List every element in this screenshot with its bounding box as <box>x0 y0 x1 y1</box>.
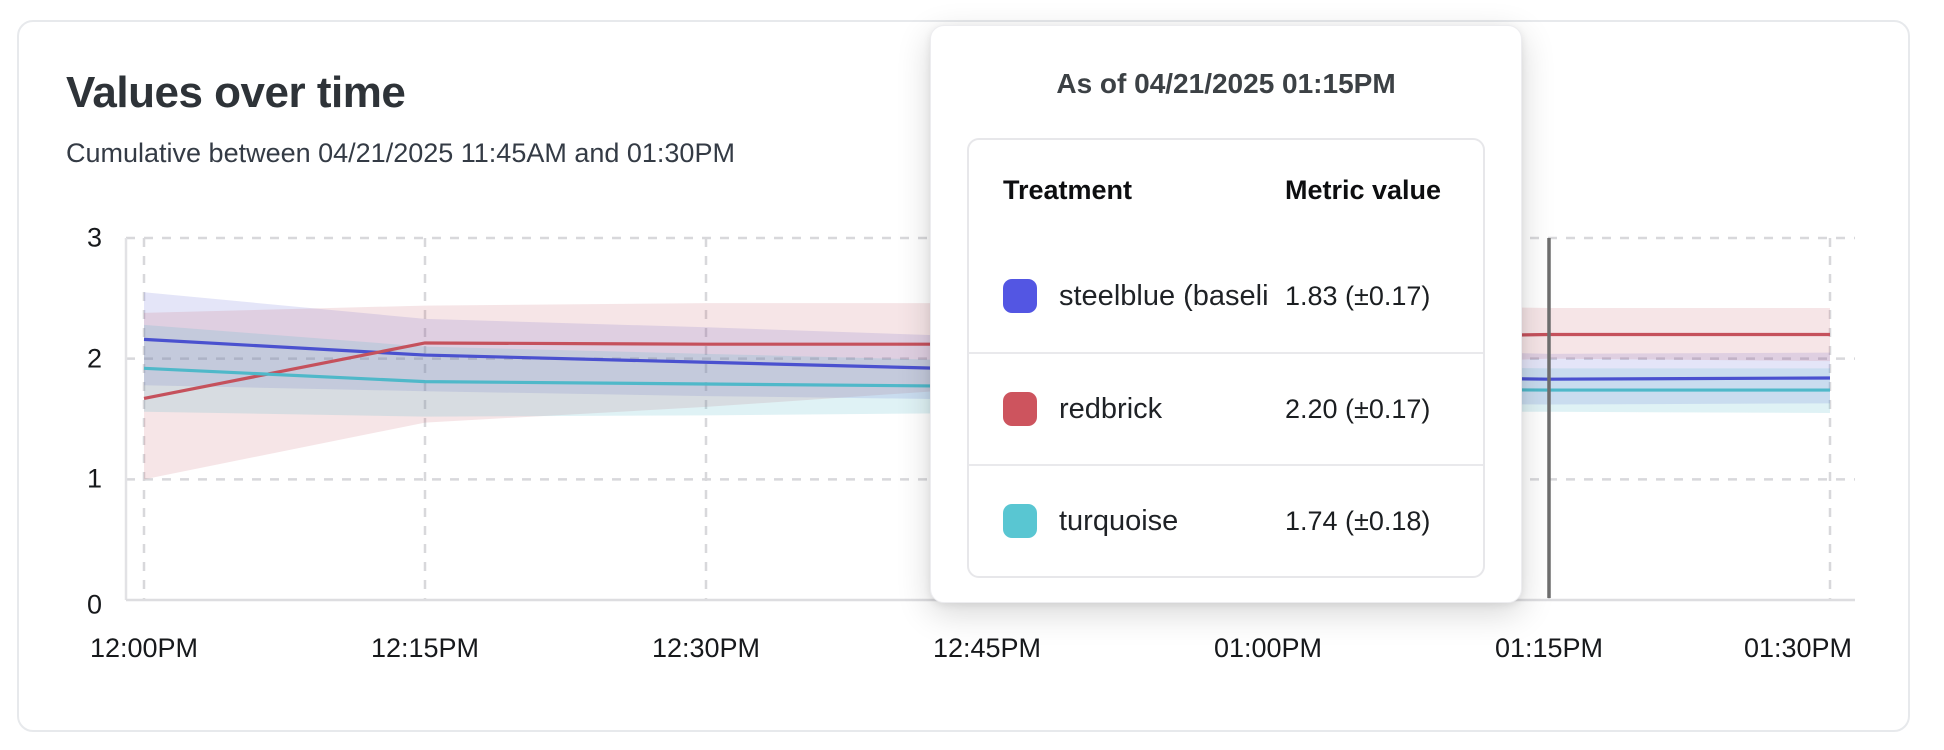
tooltip-col-treatment: Treatment <box>1003 174 1133 205</box>
chart-tooltip: As of 04/21/2025 01:15PM Treatment Metri… <box>930 25 1522 603</box>
chart-subtitle: Cumulative between 04/21/2025 11:45AM an… <box>66 138 735 168</box>
x-tick-label: 12:15PM <box>370 633 480 663</box>
treatment-cell: turquoise <box>1003 504 1285 538</box>
y-tick-label: 3 <box>86 222 102 253</box>
treatment-color-swatch <box>1003 279 1037 313</box>
x-tick-label: 01:00PM <box>1213 633 1323 663</box>
treatment-color-swatch <box>1003 392 1037 426</box>
treatment-color-swatch <box>1003 504 1037 538</box>
x-tick-label: 12:30PM <box>651 633 761 663</box>
treatment-label: redbrick <box>1059 392 1163 425</box>
chart-title: Values over time <box>66 68 406 117</box>
x-tick-label: 12:45PM <box>932 633 1042 663</box>
x-tick-label: 12:00PM <box>89 633 199 663</box>
treatment-label: turquoise <box>1059 504 1179 537</box>
x-tick-label: 01:30PM <box>1743 633 1853 663</box>
y-tick-label: 0 <box>86 589 102 620</box>
tooltip-row-steelblue: steelblue (baseli 1.83 (±0.17) <box>969 240 1483 352</box>
tooltip-col-metric-value: Metric value <box>1285 174 1442 205</box>
treatment-cell: steelblue (baseli <box>1003 279 1285 313</box>
tooltip-row-redbrick: redbrick 2.20 (±0.17) <box>969 352 1483 464</box>
tooltip-row-turquoise: turquoise 1.74 (±0.18) <box>969 464 1483 576</box>
treatment-cell: redbrick <box>1003 392 1285 426</box>
tooltip-title: As of 04/21/2025 01:15PM <box>1056 68 1396 99</box>
metric-value: 1.74 (±0.18) <box>1285 505 1431 536</box>
tooltip-table: Treatment Metric value steelblue (baseli… <box>967 138 1485 578</box>
y-tick-label: 1 <box>86 463 102 494</box>
x-tick-label: 01:15PM <box>1494 633 1604 663</box>
metric-value: 2.20 (±0.17) <box>1285 393 1431 424</box>
treatment-label: steelblue (baseli <box>1059 279 1269 312</box>
tooltip-table-header: Treatment Metric value <box>969 140 1483 240</box>
y-tick-label: 2 <box>86 343 102 374</box>
metric-value: 1.83 (±0.17) <box>1285 280 1431 311</box>
tooltip-rows: steelblue (baseli 1.83 (±0.17) redbrick 2.2… <box>969 240 1483 576</box>
